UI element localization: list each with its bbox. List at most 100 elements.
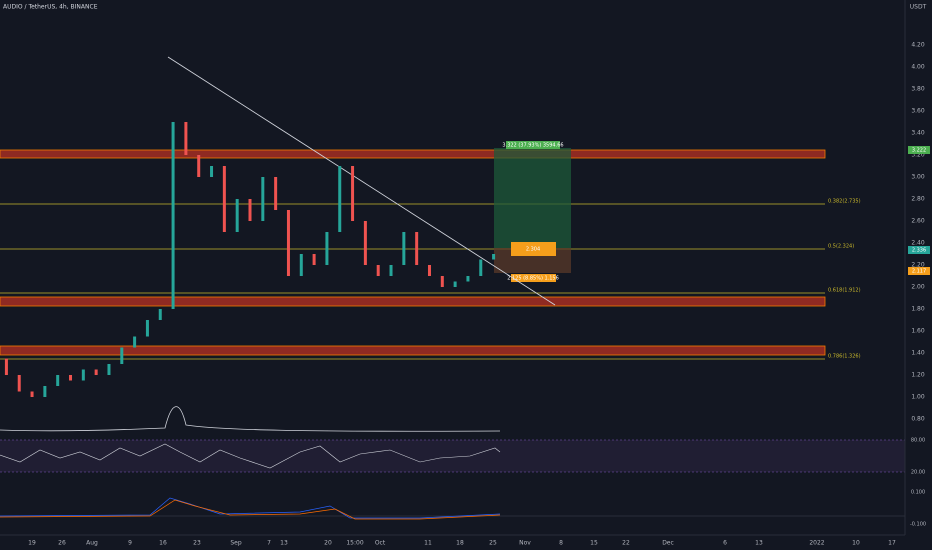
candle (466, 276, 470, 282)
candle (120, 347, 124, 364)
price-tag: 2.336 (912, 248, 926, 254)
stop-label-bg (511, 274, 556, 282)
time-label: Aug (86, 540, 98, 547)
candle (286, 210, 290, 276)
trend-line (167, 56, 556, 306)
time-label: 15:00 (346, 540, 363, 547)
time-label: Nov (519, 540, 531, 547)
resistance-zone (0, 149, 826, 159)
candle (158, 309, 162, 320)
time-label: 22 (622, 540, 630, 547)
macd-axis-label: -0.100 (910, 522, 926, 528)
time-label: 18 (456, 540, 464, 547)
candle (440, 276, 444, 287)
fib-label: 0.5(2.324) (828, 244, 854, 250)
candle (56, 375, 60, 386)
candle (312, 254, 316, 265)
support-zone (0, 345, 826, 356)
price-tag: 3.222 (912, 148, 926, 154)
candle (299, 254, 303, 276)
time-label: 26 (58, 540, 66, 547)
price-label: 3.80 (911, 86, 925, 93)
entry-label-bg (511, 242, 556, 256)
candle (389, 265, 393, 276)
price-label: 3.00 (911, 174, 925, 181)
time-label: 17 (888, 540, 896, 547)
rsi-axis-label: 20.00 (911, 470, 925, 476)
candle (363, 221, 367, 265)
currency: USDT (910, 4, 927, 11)
candle (453, 281, 457, 287)
candle (274, 177, 278, 210)
price-label: 4.20 (911, 42, 925, 49)
candle (81, 369, 85, 381)
candle (17, 375, 21, 392)
time-label: Dec (662, 540, 674, 547)
time-label: 23 (193, 540, 201, 547)
rsi-line (0, 443, 501, 469)
candle (427, 265, 431, 276)
price-label: 2.20 (911, 262, 925, 269)
candle (184, 122, 188, 155)
time-label: 11 (424, 540, 432, 547)
candle (351, 166, 355, 221)
candle (210, 166, 214, 177)
price-label: 3.20 (911, 152, 925, 159)
macd-line (0, 497, 501, 519)
candle (133, 336, 137, 348)
fib-label: 0.786(1.326) (828, 354, 861, 360)
candle (43, 386, 47, 397)
candle (197, 155, 201, 177)
time-label: 13 (755, 540, 763, 547)
candle (69, 375, 73, 381)
price-tag-bg (908, 246, 930, 254)
profit-area (494, 148, 571, 248)
candle (145, 320, 149, 337)
price-tag-bg (908, 146, 930, 154)
candle (325, 232, 329, 265)
target-label: 3.322 (37.93%) 3594.66 (502, 143, 563, 149)
time-label: 19 (28, 540, 36, 547)
time-label: 7 (267, 540, 271, 547)
time-label: 6 (723, 540, 727, 547)
time-label: 2022 (809, 540, 824, 547)
time-label: 15 (590, 540, 598, 547)
time-label: 8 (559, 540, 563, 547)
candle (248, 199, 252, 221)
price-label: 2.80 (911, 196, 925, 203)
candle (30, 391, 34, 397)
price-label: 0.80 (911, 416, 925, 423)
price-label: 3.40 (911, 130, 925, 137)
price-label: 1.40 (911, 350, 925, 357)
candle (376, 265, 380, 276)
candle (171, 122, 175, 309)
candle (235, 199, 239, 232)
candle (4, 358, 8, 375)
price-label: 1.20 (911, 372, 925, 379)
price-label: 3.60 (911, 108, 925, 115)
time-label: 10 (852, 540, 860, 547)
price-label: 2.60 (911, 218, 925, 225)
candle (222, 166, 226, 232)
symbol-title: AUDIO / TetherUS, 4h, BINANCE (3, 4, 98, 11)
time-label: 16 (159, 540, 167, 547)
volume-ma (0, 406, 501, 432)
entry-label: 2.304 (526, 247, 540, 253)
stop-label: 2.125 (8.85%) 1.156 (507, 276, 559, 282)
candle (107, 364, 111, 375)
candle (415, 232, 419, 265)
price-tag-bg (908, 267, 930, 275)
price-label: 4.00 (911, 64, 925, 71)
price-tag: 2.117 (912, 269, 926, 275)
support-zone (0, 296, 826, 307)
target-label-bg (506, 141, 560, 149)
time-label: Sep (230, 540, 242, 547)
candle (492, 254, 496, 260)
signal-line (0, 499, 501, 520)
rsi-band (0, 440, 905, 472)
time-label: 9 (128, 540, 132, 547)
rsi-axis-label: 80.00 (911, 438, 925, 444)
time-label: 20 (324, 540, 332, 547)
time-label: 25 (489, 540, 497, 547)
